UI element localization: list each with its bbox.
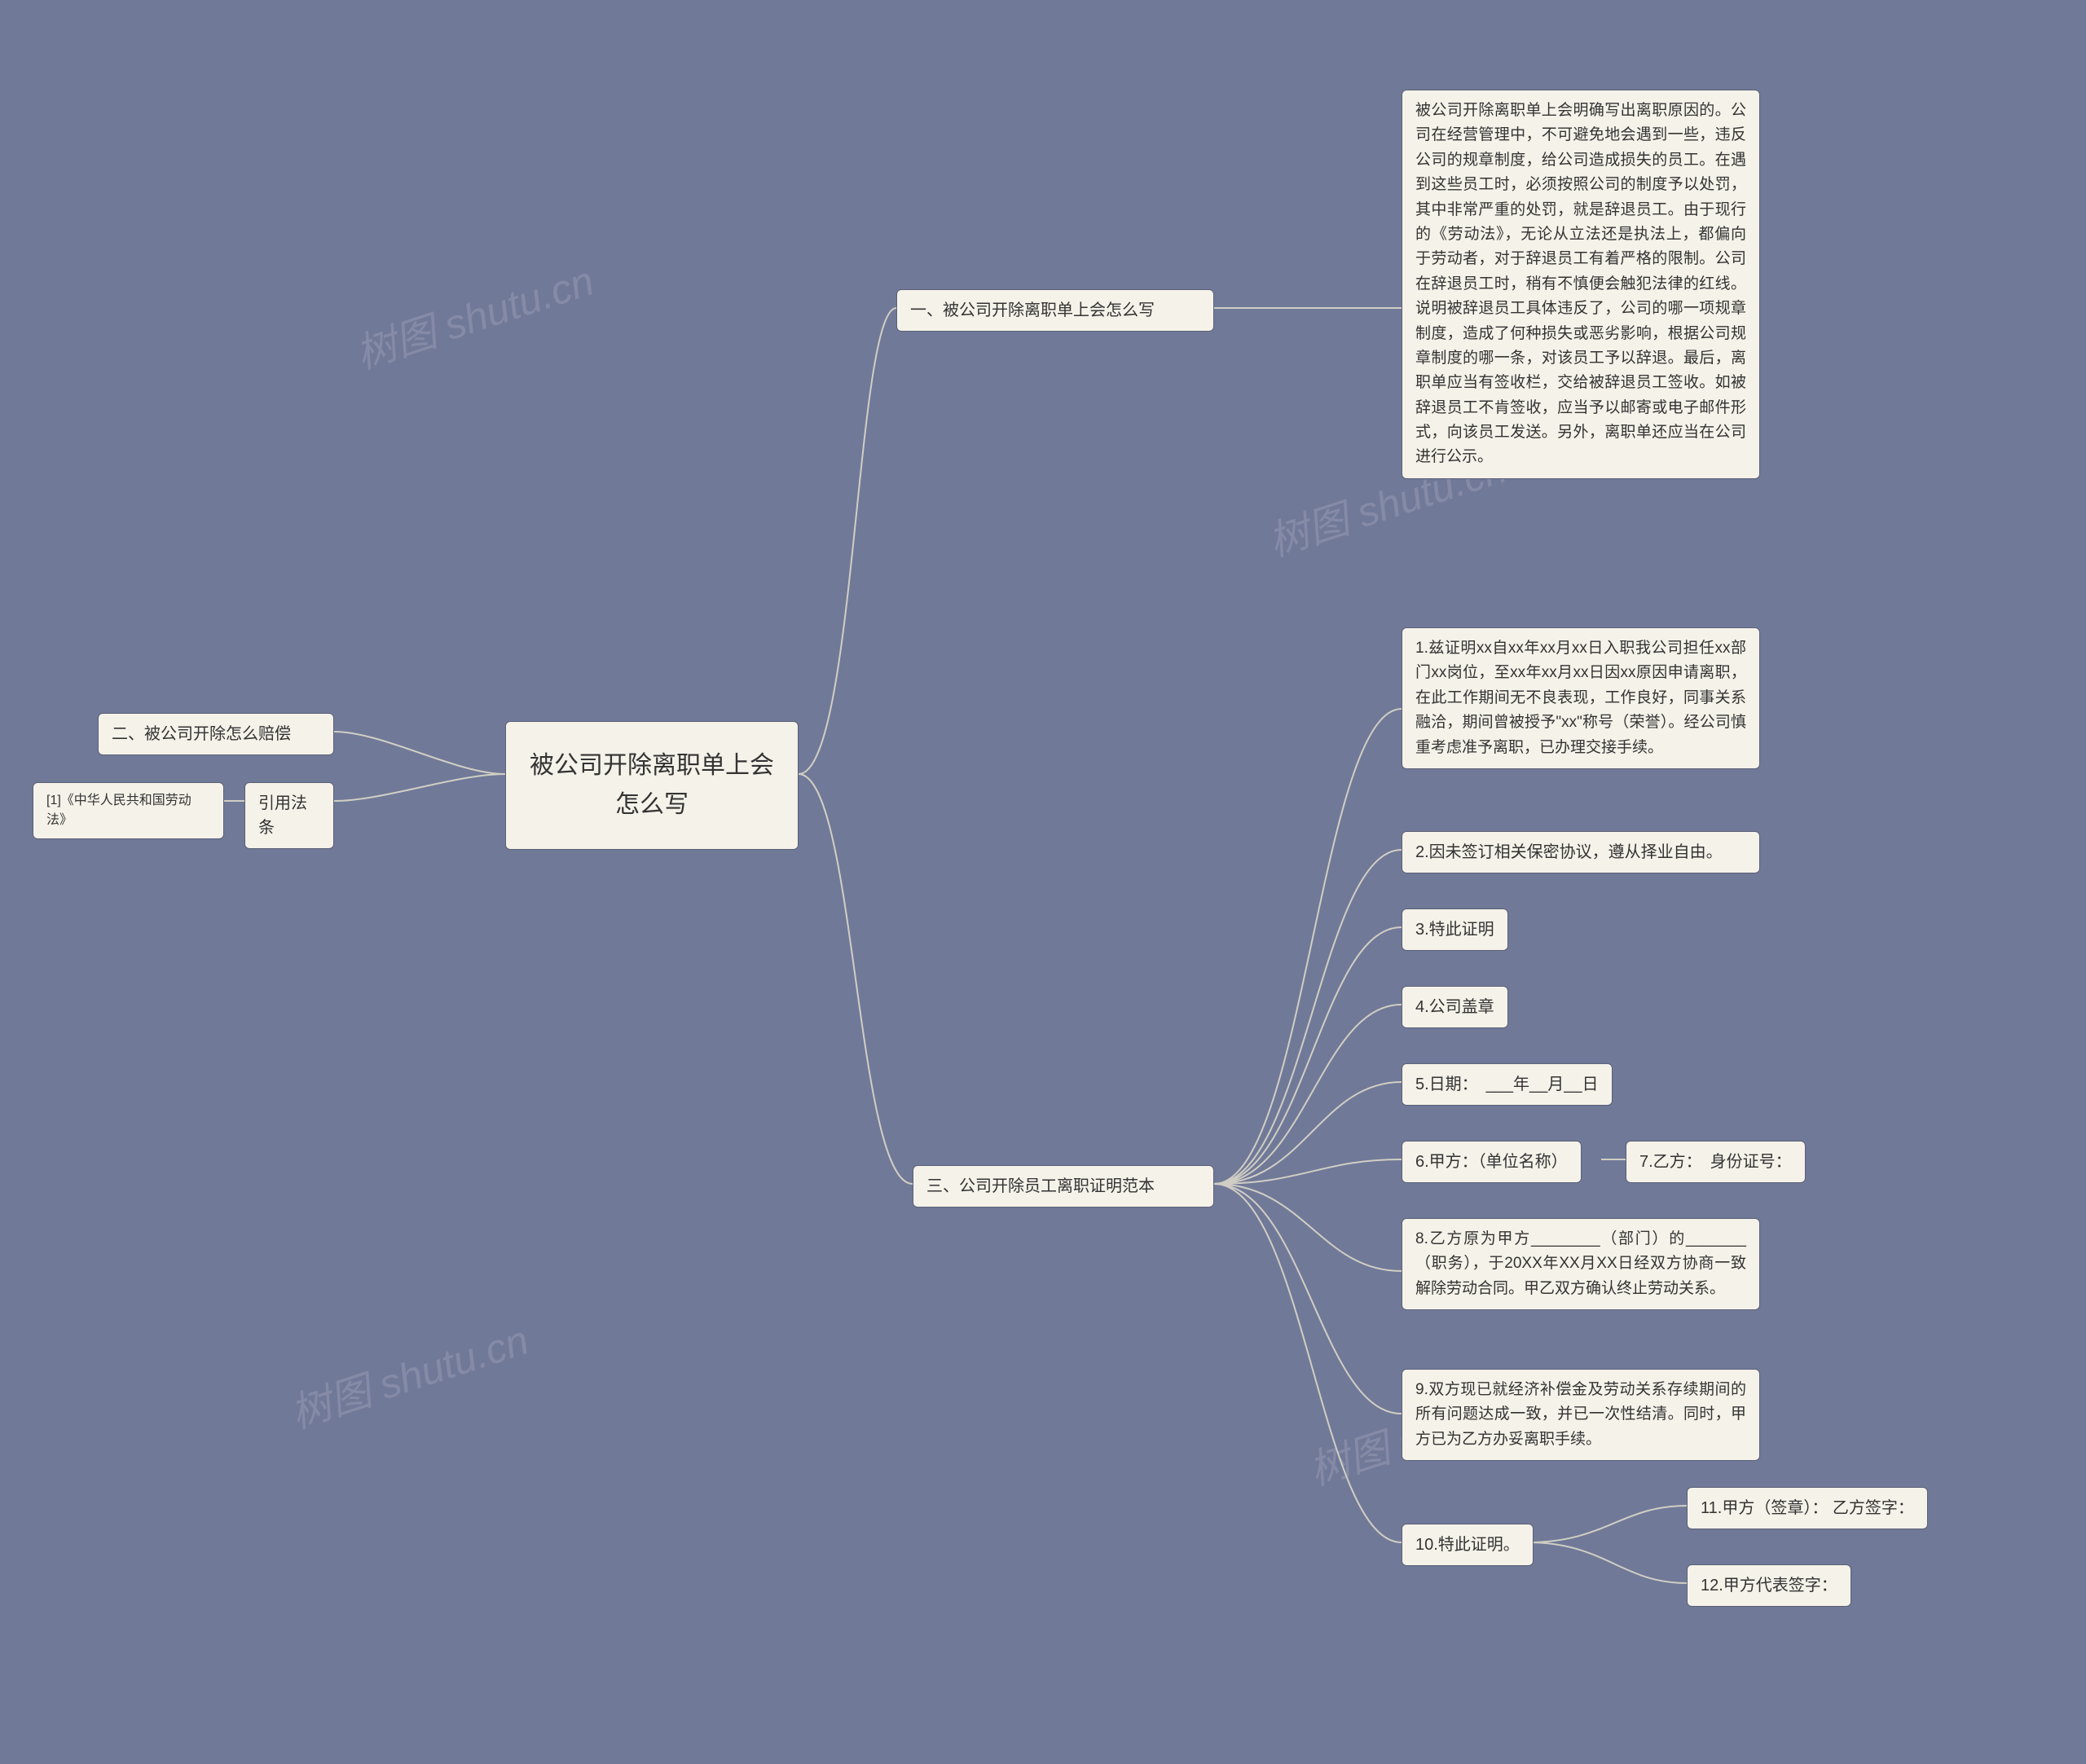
node-item-2[interactable]: 2.因未签订相关保密协议，遵从择业自由。 <box>1402 831 1760 873</box>
text: 被公司开除离职单上会明确写出离职原因的。公司在经营管理中，不可避免地会遇到一些，… <box>1415 102 1746 465</box>
text: 4.公司盖章 <box>1415 998 1494 1016</box>
text: 1.兹证明xx自xx年xx月xx日入职我公司担任xx部门xx岗位，至xx年xx月… <box>1415 640 1746 756</box>
node-item-3[interactable]: 3.特此证明 <box>1402 908 1508 951</box>
label: 二、被公司开除怎么赔偿 <box>112 725 291 743</box>
node-compensation[interactable]: 二、被公司开除怎么赔偿 <box>98 713 334 755</box>
watermark: 树图 shutu.cn <box>282 1308 535 1440</box>
node-item-6[interactable]: 6.甲方：（单位名称） <box>1402 1141 1582 1183</box>
node-item-4[interactable]: 4.公司盖章 <box>1402 986 1508 1028</box>
node-item-11[interactable]: 11.甲方（签章）： 乙方签字： <box>1687 1487 1928 1529</box>
label: [1]《中华人民共和国劳动法》 <box>46 794 191 827</box>
node-section3[interactable]: 三、公司开除员工离职证明范本 <box>913 1165 1214 1208</box>
label: 引用法条 <box>258 794 307 837</box>
node-law-ref[interactable]: 引用法条 <box>244 782 334 849</box>
root-label: 被公司开除离职单上会怎么写 <box>530 752 774 818</box>
node-law-item[interactable]: [1]《中华人民共和国劳动法》 <box>33 782 224 839</box>
text: 2.因未签订相关保密协议，遵从择业自由。 <box>1415 843 1723 861</box>
label: 一、被公司开除离职单上会怎么写 <box>910 301 1155 319</box>
text: 12.甲方代表签字： <box>1701 1577 1837 1595</box>
text: 6.甲方：（单位名称） <box>1415 1153 1568 1171</box>
text: 11.甲方（签章）： 乙方签字： <box>1701 1499 1914 1517</box>
label: 三、公司开除员工离职证明范本 <box>926 1177 1155 1195</box>
text: 7.乙方： 身份证号： <box>1639 1153 1792 1171</box>
node-item-12[interactable]: 12.甲方代表签字： <box>1687 1564 1851 1607</box>
node-item-8[interactable]: 8.乙方原为甲方________（部门）的_______（职务），于20XX年X… <box>1402 1218 1760 1310</box>
node-item-7[interactable]: 7.乙方： 身份证号： <box>1626 1141 1806 1183</box>
text: 3.特此证明 <box>1415 921 1494 939</box>
text: 10.特此证明。 <box>1415 1536 1520 1554</box>
watermark: 树图 shutu.cn <box>347 249 600 381</box>
node-item-9[interactable]: 9.双方现已就经济补偿金及劳动关系存续期间的所有问题达成一致，并已一次性结清。同… <box>1402 1369 1760 1461</box>
text: 9.双方现已就经济补偿金及劳动关系存续期间的所有问题达成一致，并已一次性结清。同… <box>1415 1381 1746 1448</box>
node-section1[interactable]: 一、被公司开除离职单上会怎么写 <box>896 289 1214 332</box>
node-section1-body[interactable]: 被公司开除离职单上会明确写出离职原因的。公司在经营管理中，不可避免地会遇到一些，… <box>1402 90 1760 479</box>
root-node[interactable]: 被公司开除离职单上会怎么写 <box>505 721 799 850</box>
text: 8.乙方原为甲方________（部门）的_______（职务），于20XX年X… <box>1415 1230 1746 1297</box>
node-item-1[interactable]: 1.兹证明xx自xx年xx月xx日入职我公司担任xx部门xx岗位，至xx年xx月… <box>1402 627 1760 769</box>
node-item-5[interactable]: 5.日期： ___年__月__日 <box>1402 1063 1613 1106</box>
text: 5.日期： ___年__月__日 <box>1415 1076 1599 1093</box>
node-item-10[interactable]: 10.特此证明。 <box>1402 1524 1534 1566</box>
